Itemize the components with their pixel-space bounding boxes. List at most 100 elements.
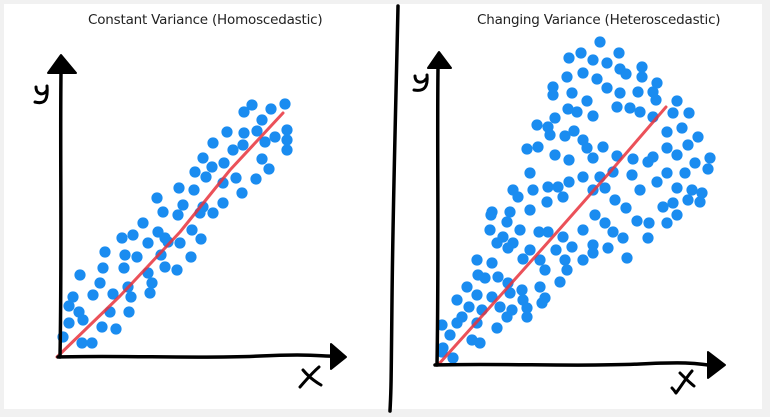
data-point [632, 86, 644, 98]
data-point [534, 281, 546, 293]
data-point [563, 154, 575, 166]
data-point [185, 251, 197, 263]
data-point [631, 215, 643, 227]
data-point [601, 57, 613, 69]
data-point [581, 95, 593, 107]
data-point [174, 237, 186, 249]
data-point [504, 287, 516, 299]
data-point [451, 294, 463, 306]
data-point [527, 184, 539, 196]
data-point [514, 224, 526, 236]
data-point [561, 71, 573, 83]
data-point [587, 54, 599, 66]
data-point [651, 176, 663, 188]
data-point [436, 346, 448, 358]
data-point [485, 209, 497, 221]
data-point [86, 337, 98, 349]
data-point [686, 184, 698, 196]
data-point [636, 61, 648, 73]
data-point [692, 131, 704, 143]
data-point [484, 224, 496, 236]
data-point [533, 226, 545, 238]
data-point [200, 171, 212, 183]
data-point [125, 291, 137, 303]
data-point [689, 157, 701, 169]
left-x-label [298, 365, 323, 389]
data-point [702, 163, 714, 175]
left-regression-line [55, 111, 285, 359]
data-point [188, 184, 200, 196]
data-point [471, 254, 483, 266]
data-point [559, 130, 571, 142]
left-chart-title: Constant Variance (Homoscedastic) [88, 12, 323, 28]
data-point [679, 167, 691, 179]
data-point [634, 184, 646, 196]
data-point [609, 194, 621, 206]
data-point [671, 209, 683, 221]
data-point [626, 169, 638, 181]
data-point [186, 224, 198, 236]
left-x-axis [56, 353, 336, 359]
data-point [197, 152, 209, 164]
right-regression-line [436, 105, 668, 367]
data-point [601, 82, 613, 94]
data-point [94, 277, 106, 289]
data-point [207, 137, 219, 149]
data-point [142, 237, 154, 249]
data-point [657, 201, 669, 213]
data-point [259, 136, 271, 148]
data-point [599, 217, 611, 229]
data-point [521, 143, 533, 155]
data-point [256, 114, 268, 126]
data-point [491, 322, 503, 334]
data-point [661, 167, 673, 179]
data-point [671, 149, 683, 161]
right-y-axis [435, 66, 440, 367]
data-point [642, 156, 654, 168]
data-point [217, 197, 229, 209]
data-point [517, 253, 529, 265]
data-point [557, 191, 569, 203]
data-point [123, 306, 135, 318]
data-point [552, 181, 564, 193]
data-point [502, 242, 514, 254]
left-y-axis [58, 70, 63, 359]
data-point [76, 337, 88, 349]
data-point [172, 209, 184, 221]
data-point [87, 289, 99, 301]
data-point [281, 144, 293, 156]
data-point [206, 161, 218, 173]
data-point [532, 141, 544, 153]
data-point [471, 289, 483, 301]
chart-canvas [4, 4, 762, 409]
data-point [577, 134, 589, 146]
data-point [682, 139, 694, 151]
data-point [568, 125, 580, 137]
data-point [667, 197, 679, 209]
data-point [577, 171, 589, 183]
data-point [492, 271, 504, 283]
data-point [444, 329, 456, 341]
data-point [63, 300, 75, 312]
data-point [650, 94, 662, 106]
right-y-label [412, 73, 429, 92]
data-point [620, 68, 632, 80]
data-point [256, 153, 268, 165]
data-point [542, 226, 554, 238]
data-point [642, 232, 654, 244]
data-point [549, 112, 561, 124]
data-point [521, 311, 533, 323]
data-point [461, 281, 473, 293]
data-point [474, 337, 486, 349]
data-point [541, 196, 553, 208]
data-point [636, 71, 648, 83]
data-point [602, 242, 614, 254]
data-point [250, 173, 262, 185]
data-point [171, 264, 183, 276]
data-point [162, 236, 174, 248]
data-point [131, 251, 143, 263]
data-point [195, 233, 207, 245]
data-point [643, 217, 655, 229]
data-point [491, 237, 503, 249]
right-x-label [670, 369, 696, 395]
